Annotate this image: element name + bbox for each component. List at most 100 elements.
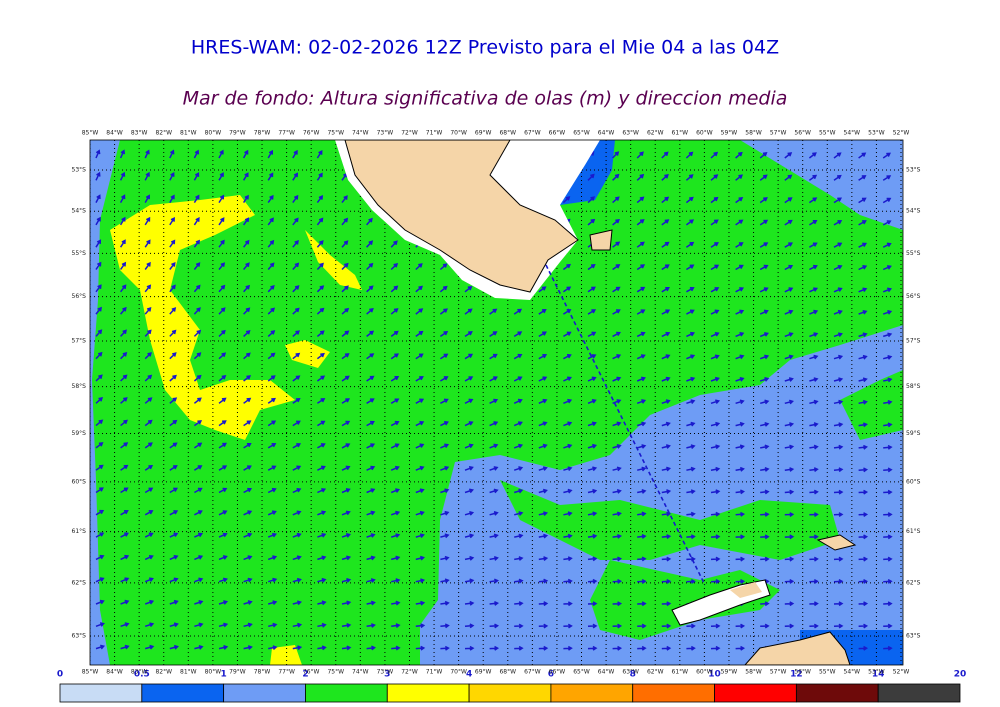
arrow: [587, 623, 598, 629]
lon-label: 68°W: [499, 669, 516, 676]
arrow: [562, 286, 572, 293]
arrow: [612, 218, 620, 226]
arrow: [883, 354, 893, 360]
arrow: [218, 510, 228, 516]
colorbar-label: 14: [872, 670, 885, 680]
arrow: [243, 262, 250, 270]
arrow: [95, 374, 103, 382]
arrow: [218, 284, 226, 293]
arrow: [95, 216, 101, 226]
arrow: [144, 284, 152, 293]
map-area: [90, 140, 903, 665]
colorbar-label: 8: [630, 670, 636, 680]
arrow: [735, 556, 746, 562]
arrow: [292, 622, 303, 628]
arrow: [489, 488, 499, 494]
arrow: [292, 307, 300, 315]
colorbar-box: [59, 683, 143, 703]
yellow-field: [110, 195, 295, 440]
lon-label: 52°W: [893, 130, 910, 137]
arrow: [95, 239, 102, 248]
arrow: [489, 308, 498, 315]
arrow: [759, 377, 770, 382]
arrow: [243, 442, 252, 449]
arrow: [784, 556, 795, 562]
arrow: [809, 242, 818, 248]
arrow: [440, 533, 450, 539]
arrow: [243, 465, 252, 471]
arrow: [341, 420, 351, 427]
arrow: [169, 194, 175, 203]
lon-label: 73°W: [377, 669, 394, 676]
arrow: [563, 466, 573, 472]
arrow: [636, 241, 645, 248]
arrow: [784, 197, 793, 204]
arrow: [612, 601, 623, 607]
arrow: [464, 398, 474, 404]
lon-label: 73°W: [377, 130, 394, 137]
arrow: [883, 556, 893, 562]
arrow: [464, 488, 474, 494]
arrow: [193, 397, 202, 404]
arrow: [636, 264, 646, 271]
arrow: [243, 510, 253, 516]
arrow: [391, 645, 401, 651]
arrow: [587, 601, 598, 607]
arrow: [218, 420, 227, 427]
arrow: [169, 284, 176, 293]
arrow: [316, 330, 325, 337]
arrow: [145, 644, 155, 650]
arrow: [686, 534, 696, 540]
arrow: [292, 577, 302, 583]
arrow: [538, 578, 549, 584]
arrow: [833, 220, 843, 226]
arrow: [120, 554, 130, 561]
arrow: [341, 645, 352, 651]
lon-label: 63°W: [622, 669, 639, 676]
colorbar-box: [795, 683, 879, 703]
arrow: [390, 262, 399, 271]
arrow: [243, 532, 253, 538]
arrow: [144, 194, 150, 203]
arrow: [366, 533, 376, 538]
arrow: [489, 533, 499, 539]
arrow: [341, 285, 349, 293]
arrow: [858, 578, 869, 584]
lon-label: 66°W: [549, 669, 566, 676]
arrow: [686, 331, 695, 338]
arrow: [612, 286, 621, 293]
arrow: [809, 578, 819, 584]
arrow: [243, 375, 252, 382]
arrow: [144, 261, 151, 270]
colorbar-label: 6: [548, 670, 554, 680]
arrow: [292, 510, 302, 516]
arrow: [514, 601, 524, 606]
lon-label: 69°W: [475, 130, 492, 137]
arrow: [144, 239, 151, 248]
arrow: [218, 239, 225, 248]
arrow: [735, 511, 746, 517]
arrow: [661, 645, 672, 651]
arrow: [686, 623, 696, 629]
arrow: [415, 353, 424, 360]
arrow: [661, 578, 672, 584]
lon-label: 76°W: [303, 130, 320, 137]
arrow: [710, 196, 719, 204]
arrow: [341, 375, 350, 382]
lon-label: 83°W: [131, 130, 148, 137]
arrow: [563, 421, 573, 427]
arrow: [514, 533, 524, 539]
lon-label: 67°W: [524, 669, 541, 676]
arrow: [710, 421, 721, 427]
arrow: [735, 309, 745, 315]
arrow: [710, 287, 720, 293]
lon-label: 79°W: [229, 669, 246, 676]
arrow: [612, 331, 621, 338]
arrow: [858, 534, 869, 540]
arrow: [759, 309, 769, 315]
arrow: [809, 332, 819, 338]
arrow: [759, 151, 768, 159]
arrow: [366, 330, 375, 337]
arrow: [858, 623, 869, 629]
arrow: [218, 487, 228, 494]
